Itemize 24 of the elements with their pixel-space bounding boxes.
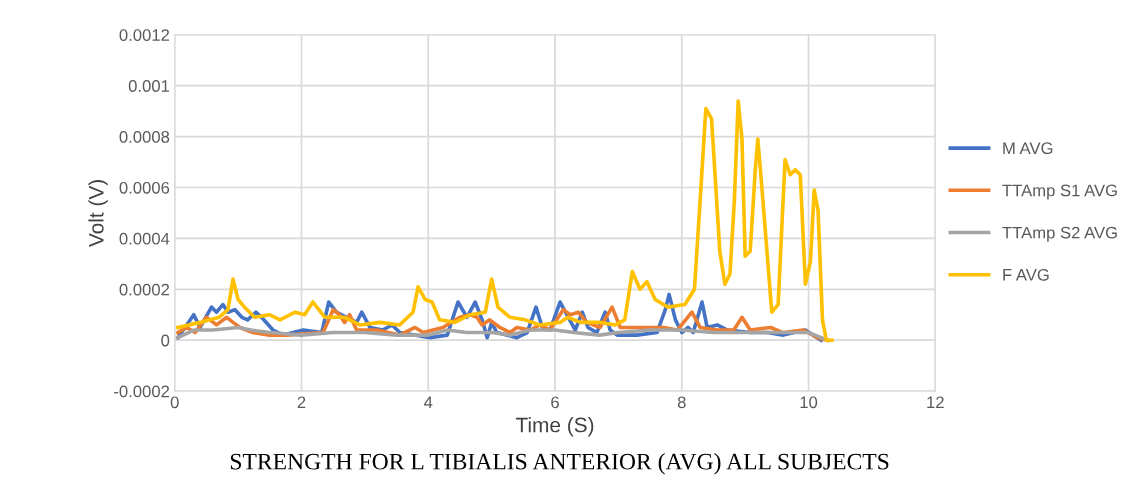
text: STRENGTH FOR L TIBIALIS ANTERIOR (AVG) ALL SUBJECTS [230, 452, 889, 475]
y-tick-label: 0.0002 [119, 283, 170, 296]
y-axis-title: Volt (V) [88, 180, 108, 247]
x-tick-label: 8 [677, 396, 686, 409]
x-tick-label: 10 [800, 396, 818, 409]
x-tick-label: 2 [297, 396, 306, 409]
x-tick-label: 12 [927, 396, 944, 409]
legend-label: M AVG [1003, 142, 1053, 155]
y-tick-label: 0.0006 [119, 181, 170, 194]
y-tick-label: 0.0008 [119, 130, 170, 143]
x-tick-label: 4 [424, 396, 433, 409]
y-tick-label: -0.0002 [114, 385, 170, 398]
y-tick-label: 0.0004 [119, 232, 170, 245]
x-tick-label: 6 [551, 396, 559, 409]
y-tick-label: 0 [161, 334, 170, 347]
legend-label: TTAmp S1 AVG [1002, 184, 1117, 200]
y-tick-label: 0.001 [128, 80, 170, 92]
line-series [176, 99, 834, 343]
line-series [176, 325, 830, 343]
legend-label: F AVG [1003, 268, 1049, 281]
x-tick-label: 0 [170, 396, 179, 409]
x-axis-title: Time (S) [515, 417, 594, 437]
legend-label: TTAmp S2 AVG [1002, 226, 1117, 242]
y-tick-label: 0.0012 [119, 29, 170, 41]
